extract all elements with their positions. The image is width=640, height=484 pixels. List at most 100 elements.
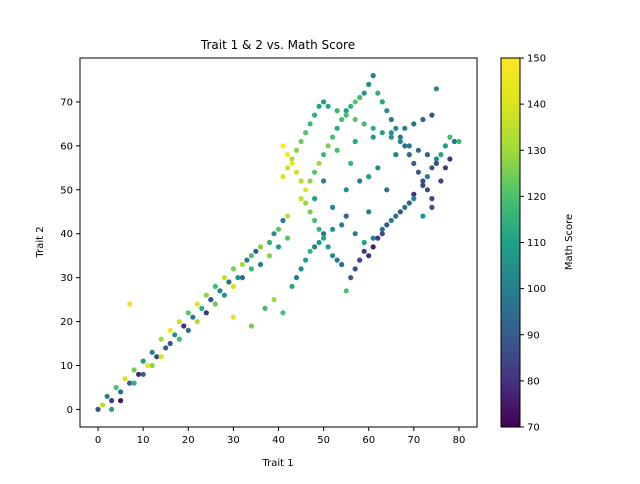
- data-point: [203, 310, 209, 316]
- data-point: [447, 134, 453, 140]
- data-point: [118, 398, 124, 404]
- data-point: [131, 367, 137, 373]
- data-point: [298, 178, 304, 184]
- data-point: [307, 209, 313, 215]
- data-point: [357, 178, 363, 184]
- x-tick-label: 50: [317, 435, 330, 446]
- data-point: [379, 99, 385, 105]
- data-point: [316, 160, 322, 166]
- data-point: [167, 327, 173, 333]
- data-point: [221, 275, 227, 281]
- data-point: [343, 187, 349, 193]
- data-point: [235, 275, 241, 281]
- data-point: [402, 143, 408, 149]
- data-point: [298, 266, 304, 272]
- data-point: [230, 314, 236, 320]
- data-point: [357, 257, 363, 263]
- data-point: [131, 380, 137, 386]
- y-tick-label: 50: [60, 185, 73, 196]
- data-point: [185, 327, 191, 333]
- colorbar-tick-label: 70: [527, 423, 540, 434]
- data-point: [339, 116, 345, 123]
- data-point: [339, 261, 345, 268]
- data-point: [370, 134, 376, 140]
- data-point: [330, 226, 336, 232]
- data-point: [447, 156, 453, 162]
- data-point: [352, 231, 358, 237]
- y-tick-label: 40: [60, 229, 73, 240]
- data-point: [325, 103, 331, 109]
- data-point: [397, 134, 403, 140]
- data-point: [212, 301, 218, 307]
- data-point: [325, 143, 331, 149]
- chart-title: Trait 1 & 2 vs. Math Score: [200, 38, 355, 52]
- x-tick-label: 30: [227, 435, 240, 446]
- data-point: [370, 235, 376, 241]
- data-point: [352, 116, 358, 123]
- data-point: [149, 349, 155, 355]
- data-point: [451, 138, 457, 145]
- data-point: [230, 283, 236, 289]
- data-point: [379, 130, 385, 136]
- data-point: [420, 116, 426, 123]
- data-point: [352, 266, 358, 272]
- data-point: [411, 121, 417, 127]
- data-point: [325, 244, 331, 250]
- data-point: [379, 231, 385, 237]
- data-point: [239, 275, 245, 281]
- data-point: [154, 354, 160, 360]
- colorbar-tick-label: 150: [527, 54, 546, 65]
- data-point: [379, 226, 385, 232]
- data-point: [415, 147, 421, 153]
- data-point: [442, 165, 448, 171]
- data-point: [438, 152, 444, 158]
- data-point: [312, 217, 318, 224]
- data-point: [280, 174, 286, 180]
- data-point: [149, 362, 155, 369]
- data-point: [393, 125, 399, 131]
- data-point: [361, 248, 367, 254]
- data-point: [158, 336, 164, 342]
- data-point: [411, 160, 417, 166]
- colorbar-tick-label: 90: [527, 330, 540, 341]
- data-point: [366, 209, 372, 215]
- data-point: [366, 81, 372, 87]
- y-axis-label: Trait 2: [35, 226, 46, 258]
- data-point: [406, 143, 412, 149]
- x-tick-label: 70: [407, 435, 420, 446]
- data-point: [406, 200, 412, 206]
- data-point: [199, 305, 205, 311]
- data-point: [257, 261, 264, 268]
- x-tick-label: 40: [272, 435, 285, 446]
- data-point: [456, 138, 462, 145]
- data-point: [95, 406, 101, 412]
- data-point: [109, 398, 115, 404]
- data-point: [397, 209, 403, 215]
- x-tick-label: 10: [137, 435, 150, 446]
- data-point: [284, 165, 291, 171]
- data-point: [194, 301, 200, 307]
- data-point: [226, 279, 232, 285]
- data-point: [163, 345, 169, 351]
- plot-frame: [79, 57, 478, 428]
- data-point: [312, 196, 318, 202]
- data-point: [433, 156, 439, 162]
- data-point: [284, 152, 291, 158]
- data-point: [370, 244, 376, 250]
- data-point: [429, 204, 435, 210]
- data-point: [280, 143, 286, 149]
- y-tick-label: 0: [67, 405, 73, 416]
- data-point: [384, 108, 390, 114]
- data-point: [429, 196, 435, 202]
- data-point: [343, 112, 349, 118]
- data-point: [289, 283, 295, 289]
- data-point: [384, 222, 390, 228]
- data-point: [361, 239, 367, 246]
- data-point: [334, 125, 340, 131]
- data-point: [203, 292, 209, 298]
- colorbar-ticks: 70 80 90 100 110 120 130 140 150: [520, 54, 546, 434]
- data-point: [100, 402, 106, 408]
- data-point: [393, 213, 399, 219]
- data-point: [361, 121, 367, 127]
- data-point: [217, 288, 223, 294]
